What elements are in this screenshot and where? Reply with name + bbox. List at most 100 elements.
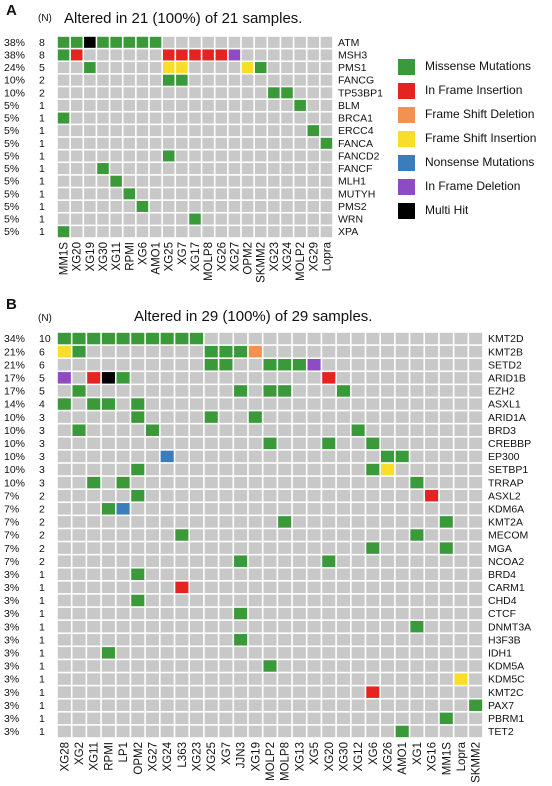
empty-cell	[307, 660, 321, 672]
empty-cell	[97, 125, 109, 137]
mutation-cell-missense	[336, 385, 350, 397]
empty-cell	[72, 489, 86, 502]
empty-cell	[190, 503, 204, 515]
mutation-cell-missense	[87, 476, 101, 489]
empty-cell	[234, 437, 248, 450]
empty-cell	[204, 332, 218, 345]
empty-cell	[145, 568, 160, 581]
panel-b-n-label: (N)	[38, 313, 52, 324]
mutation-cell-missense	[97, 36, 109, 48]
gene-name-label: TET2	[488, 726, 514, 738]
gene-name-label: EZH2	[488, 386, 515, 398]
empty-cell	[101, 581, 115, 594]
empty-cell	[336, 673, 350, 685]
mutation-cell-missense	[162, 74, 175, 86]
empty-cell	[110, 74, 122, 86]
empty-cell	[101, 660, 115, 672]
empty-cell	[176, 163, 188, 175]
empty-cell	[292, 660, 306, 672]
empty-cell	[215, 175, 228, 187]
mutation-cell-frame-shift-insertion	[162, 62, 175, 74]
empty-cell	[320, 175, 333, 187]
panel-b-title: Altered in 29 (100%) of 29 samples.	[134, 308, 373, 325]
empty-cell	[160, 607, 174, 620]
empty-cell	[145, 529, 160, 541]
empty-cell	[278, 450, 292, 463]
gene-percent-label: 3%	[4, 648, 19, 660]
empty-cell	[110, 213, 122, 225]
empty-cell	[395, 529, 409, 541]
empty-cell	[145, 725, 160, 738]
mutation-cell-missense	[278, 358, 292, 371]
empty-cell	[380, 647, 395, 659]
mutation-cell-missense	[136, 200, 149, 212]
empty-cell	[116, 594, 130, 607]
gene-count-label: 4	[39, 399, 45, 411]
empty-cell	[425, 372, 439, 384]
gene-count-label: 6	[39, 359, 45, 371]
empty-cell	[307, 74, 320, 86]
sample-label: OPM2	[133, 742, 145, 775]
empty-cell	[101, 594, 115, 607]
empty-cell	[439, 345, 453, 358]
empty-cell	[439, 358, 453, 371]
empty-cell	[454, 476, 468, 489]
empty-cell	[202, 188, 214, 200]
gene-percent-label: 38%	[4, 49, 25, 61]
empty-cell	[123, 226, 136, 238]
mutation-cell-missense	[72, 332, 86, 345]
empty-cell	[57, 568, 71, 581]
empty-cell	[145, 476, 160, 489]
gene-count-label: 1	[39, 150, 45, 162]
empty-cell	[320, 99, 333, 111]
empty-cell	[254, 163, 267, 175]
empty-cell	[439, 476, 453, 489]
empty-cell	[204, 686, 218, 698]
empty-cell	[204, 424, 218, 436]
empty-cell	[439, 385, 453, 397]
mutation-cell-in-frame-deletion	[228, 49, 241, 61]
empty-cell	[202, 150, 214, 162]
empty-cell	[228, 150, 241, 162]
empty-cell	[149, 188, 162, 200]
empty-cell	[395, 358, 409, 371]
empty-cell	[292, 516, 306, 528]
empty-cell	[57, 529, 71, 541]
empty-cell	[219, 476, 233, 489]
empty-cell	[116, 463, 130, 476]
gene-name-label: ASXL1	[488, 399, 521, 411]
empty-cell	[131, 699, 145, 712]
empty-cell	[234, 463, 248, 476]
empty-cell	[149, 99, 162, 111]
empty-cell	[278, 581, 292, 594]
empty-cell	[254, 175, 267, 187]
empty-cell	[160, 358, 174, 371]
empty-cell	[176, 112, 188, 124]
empty-cell	[131, 581, 145, 594]
empty-cell	[131, 476, 145, 489]
empty-cell	[395, 385, 409, 397]
gene-percent-label: 7%	[4, 543, 19, 555]
empty-cell	[145, 489, 160, 502]
empty-cell	[307, 725, 321, 738]
empty-cell	[234, 725, 248, 738]
empty-cell	[395, 647, 409, 659]
sample-label: MOLP8	[280, 742, 292, 781]
empty-cell	[263, 476, 277, 489]
empty-cell	[294, 226, 306, 238]
empty-cell	[234, 594, 248, 607]
empty-cell	[110, 137, 122, 149]
empty-cell	[410, 660, 424, 672]
empty-cell	[336, 529, 350, 541]
mutation-cell-missense	[410, 476, 424, 489]
mutation-cell-missense	[123, 188, 136, 200]
empty-cell	[336, 555, 350, 567]
empty-cell	[351, 385, 365, 397]
empty-cell	[254, 125, 267, 137]
empty-cell	[219, 712, 233, 725]
empty-cell	[410, 686, 424, 698]
empty-cell	[190, 372, 204, 384]
gene-percent-label: 5%	[4, 188, 19, 200]
empty-cell	[57, 620, 71, 633]
empty-cell	[469, 725, 483, 738]
